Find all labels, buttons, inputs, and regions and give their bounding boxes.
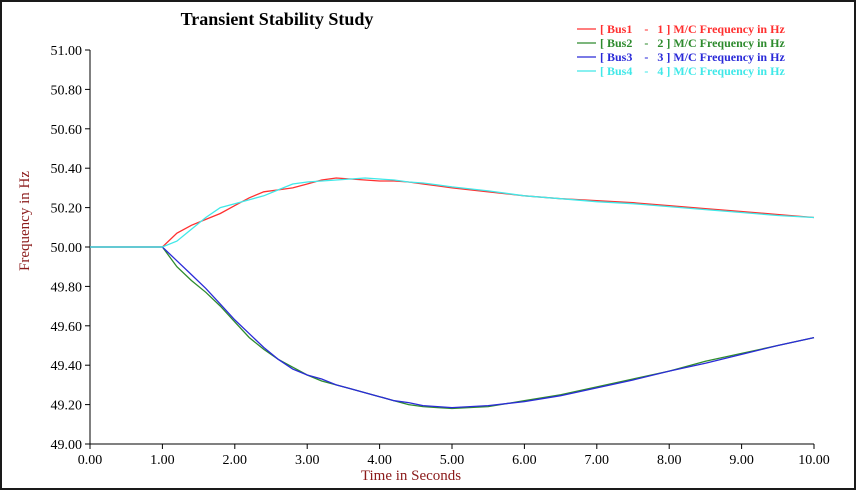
x-tick-label: 2.00 xyxy=(223,453,248,468)
legend-label: [ Bus1 - 1 ] M/C Frequency in Hz xyxy=(600,22,785,36)
x-axis-ticks: 0.00 1.00 2.00 3.00 4.00 5.00 6.00 7.00 8.00 9.00… xyxy=(78,444,830,468)
axes xyxy=(89,50,814,445)
x-axis-label: Time in Seconds xyxy=(361,468,461,484)
y-tick-label: 50.20 xyxy=(51,202,83,217)
x-tick-label: 5.00 xyxy=(440,453,465,468)
series-line xyxy=(90,246,815,410)
x-tick-label: 8.00 xyxy=(657,453,682,468)
y-axis-ticks: 51.00 50.80 50.60 50.40 50.20 50.00 49.80 49.60… xyxy=(51,44,90,453)
y-tick-label: 49.60 xyxy=(51,320,83,335)
x-tick-label: 0.00 xyxy=(78,453,103,468)
x-tick-label: 7.00 xyxy=(585,453,610,468)
y-tick-label: 49.80 xyxy=(51,280,83,295)
y-tick-label: 51.00 xyxy=(51,44,83,59)
legend-label: [ Bus3 - 3 ] M/C Frequency in Hz xyxy=(600,50,785,64)
legend-label: [ Bus4 - 4 ] M/C Frequency in Hz xyxy=(600,64,785,78)
y-tick-label: 49.20 xyxy=(51,399,83,414)
y-tick-label: 49.40 xyxy=(51,359,83,374)
y-tick-label: 49.00 xyxy=(51,438,83,453)
series-line xyxy=(90,246,815,409)
y-tick-label: 50.40 xyxy=(51,162,83,177)
chart-title: Transient Stability Study xyxy=(181,9,374,29)
y-tick-label: 50.60 xyxy=(51,123,83,138)
x-tick-label: 9.00 xyxy=(729,453,754,468)
legend-label: [ Bus2 - 2 ] M/C Frequency in Hz xyxy=(600,36,785,50)
x-tick-label: 1.00 xyxy=(150,453,175,468)
series-line xyxy=(90,177,815,248)
series-lines xyxy=(90,177,815,410)
series-line xyxy=(90,177,815,248)
y-tick-label: 50.80 xyxy=(51,83,83,98)
y-tick-label: 50.00 xyxy=(51,241,83,256)
x-tick-label: 3.00 xyxy=(295,453,320,468)
x-tick-label: 6.00 xyxy=(512,453,537,468)
y-axis-label: Frequency in Hz xyxy=(17,171,33,271)
x-tick-label: 4.00 xyxy=(367,453,392,468)
x-tick-label: 10.00 xyxy=(798,453,830,468)
legend: [ Bus1 - 1 ] M/C Frequency in Hz[ Bus2 -… xyxy=(577,22,785,78)
